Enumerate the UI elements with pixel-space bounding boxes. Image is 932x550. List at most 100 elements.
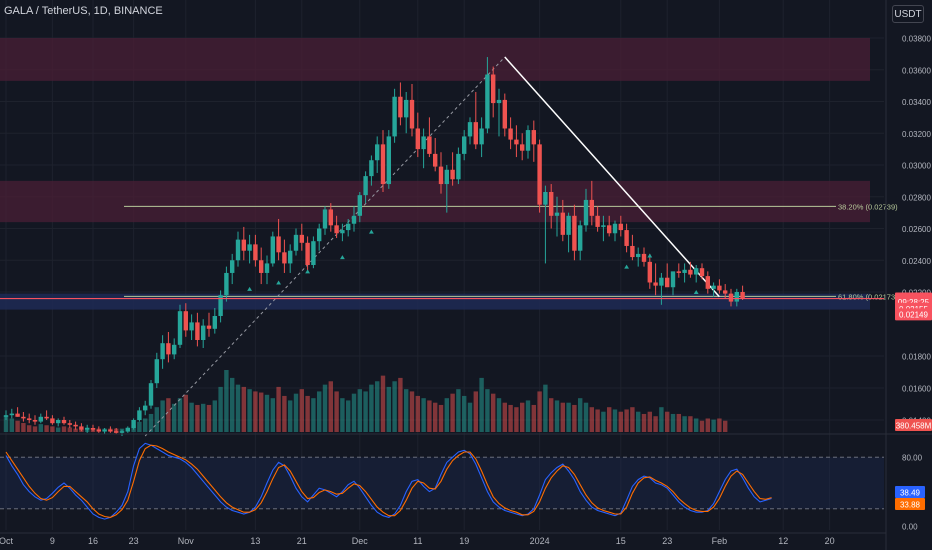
candle-body (212, 316, 217, 329)
stoch-value-text: 38.49 (900, 488, 921, 497)
volume-bar (688, 416, 693, 432)
time-tick-label: 21 (297, 536, 307, 546)
candle-body (369, 160, 374, 177)
time-tick-label: 9 (50, 536, 55, 546)
volume-bar (525, 400, 531, 432)
volume-bar (421, 398, 426, 432)
candle-body (90, 428, 96, 430)
volume-bar (404, 389, 409, 432)
volume-bar (723, 420, 728, 432)
candle-body (9, 413, 14, 416)
volume-bar (456, 389, 461, 432)
volume-bar (50, 426, 55, 432)
candle-body (154, 359, 159, 384)
volume-bar (195, 404, 200, 432)
candle-body (462, 136, 467, 154)
candle-body (502, 99, 507, 129)
price-tick-label: 0.02400 (902, 257, 931, 266)
candle-body (549, 191, 554, 216)
volume-bar (293, 393, 299, 432)
volume-bar (375, 381, 380, 432)
volume-bar (61, 426, 67, 432)
volume-bar (433, 402, 438, 432)
volume-bar (682, 416, 687, 432)
volume-bar (607, 407, 612, 432)
volume-bar (560, 402, 565, 432)
price-label-text: 09:28:25 (898, 298, 930, 307)
candle-body (415, 128, 420, 150)
volume-bar (699, 420, 705, 432)
volume-label-text: 380.458M (896, 421, 932, 430)
candle-body (328, 209, 333, 226)
resistance-zone (0, 38, 870, 81)
candle-body (554, 212, 560, 216)
volume-label-box (895, 419, 932, 431)
volume-bar (670, 413, 676, 432)
candle-body (589, 199, 594, 216)
volume-bar (409, 391, 415, 432)
stoch-line (5, 442, 772, 520)
candle-body (143, 405, 148, 411)
candle-body (148, 383, 154, 406)
candle-body (293, 234, 299, 251)
candle-body (566, 215, 571, 235)
price-tick-label: 0.03000 (902, 162, 931, 171)
symbol-title[interactable]: GALA / TetherUS, 1D, BINANCE (4, 5, 163, 17)
candle-body (114, 431, 119, 433)
volume-bar (520, 402, 525, 432)
volume-bar (531, 404, 536, 432)
candle-body (380, 144, 386, 185)
candle-body (514, 139, 519, 145)
candle-body (270, 236, 275, 264)
volume-bar (201, 403, 206, 432)
triangle-up-signal-icon (369, 229, 374, 234)
candle-body (496, 99, 502, 104)
price-tick-label: 0.03200 (902, 130, 931, 139)
triangle-up-signal-icon (276, 280, 281, 285)
volume-bar (514, 407, 519, 432)
candle-body (311, 241, 316, 266)
volume-bar (398, 377, 403, 432)
volume-bar (427, 400, 432, 432)
volume-bar (21, 422, 26, 432)
candle-body (525, 130, 531, 151)
volume-bar (56, 427, 61, 432)
volume-bar (253, 391, 258, 432)
candle-body (172, 344, 177, 355)
candle-body (276, 236, 281, 253)
volume-bar (473, 391, 478, 432)
candle-body (531, 130, 536, 145)
volume-bar (282, 395, 287, 432)
time-tick-label: 23 (129, 536, 139, 546)
candle-body (160, 343, 165, 360)
volume-bar (705, 418, 710, 432)
volume-bar (583, 402, 589, 432)
currency-button[interactable]: USDT (892, 5, 924, 23)
volume-bar (38, 424, 43, 432)
zones (0, 38, 870, 310)
candle-body (636, 253, 641, 258)
volume-bar (15, 420, 20, 432)
time-axis[interactable]: Oct 9 16 23 Nov 13 21 Dec 11 19 2024 15 23 Feb 12 20 (0, 532, 886, 546)
volume-bar (143, 418, 148, 432)
volume-bar (189, 402, 194, 432)
stoch-line (5, 444, 772, 518)
volume-bar (554, 400, 560, 432)
price-tick-label: 0.02800 (902, 193, 931, 202)
candle-body (485, 74, 490, 129)
candle-body (723, 290, 728, 294)
candle-body (491, 74, 496, 104)
stochastic-pane (0, 433, 932, 520)
candle-body (450, 169, 455, 180)
candle-body (665, 277, 670, 288)
volume-bar (334, 391, 339, 432)
time-tick-label: Nov (178, 536, 195, 546)
candle-body (433, 153, 438, 167)
volume-bar (450, 393, 455, 432)
candle-body (108, 429, 113, 432)
candle-body (96, 429, 101, 432)
candle-body (711, 285, 716, 289)
volume-bar (485, 389, 490, 432)
